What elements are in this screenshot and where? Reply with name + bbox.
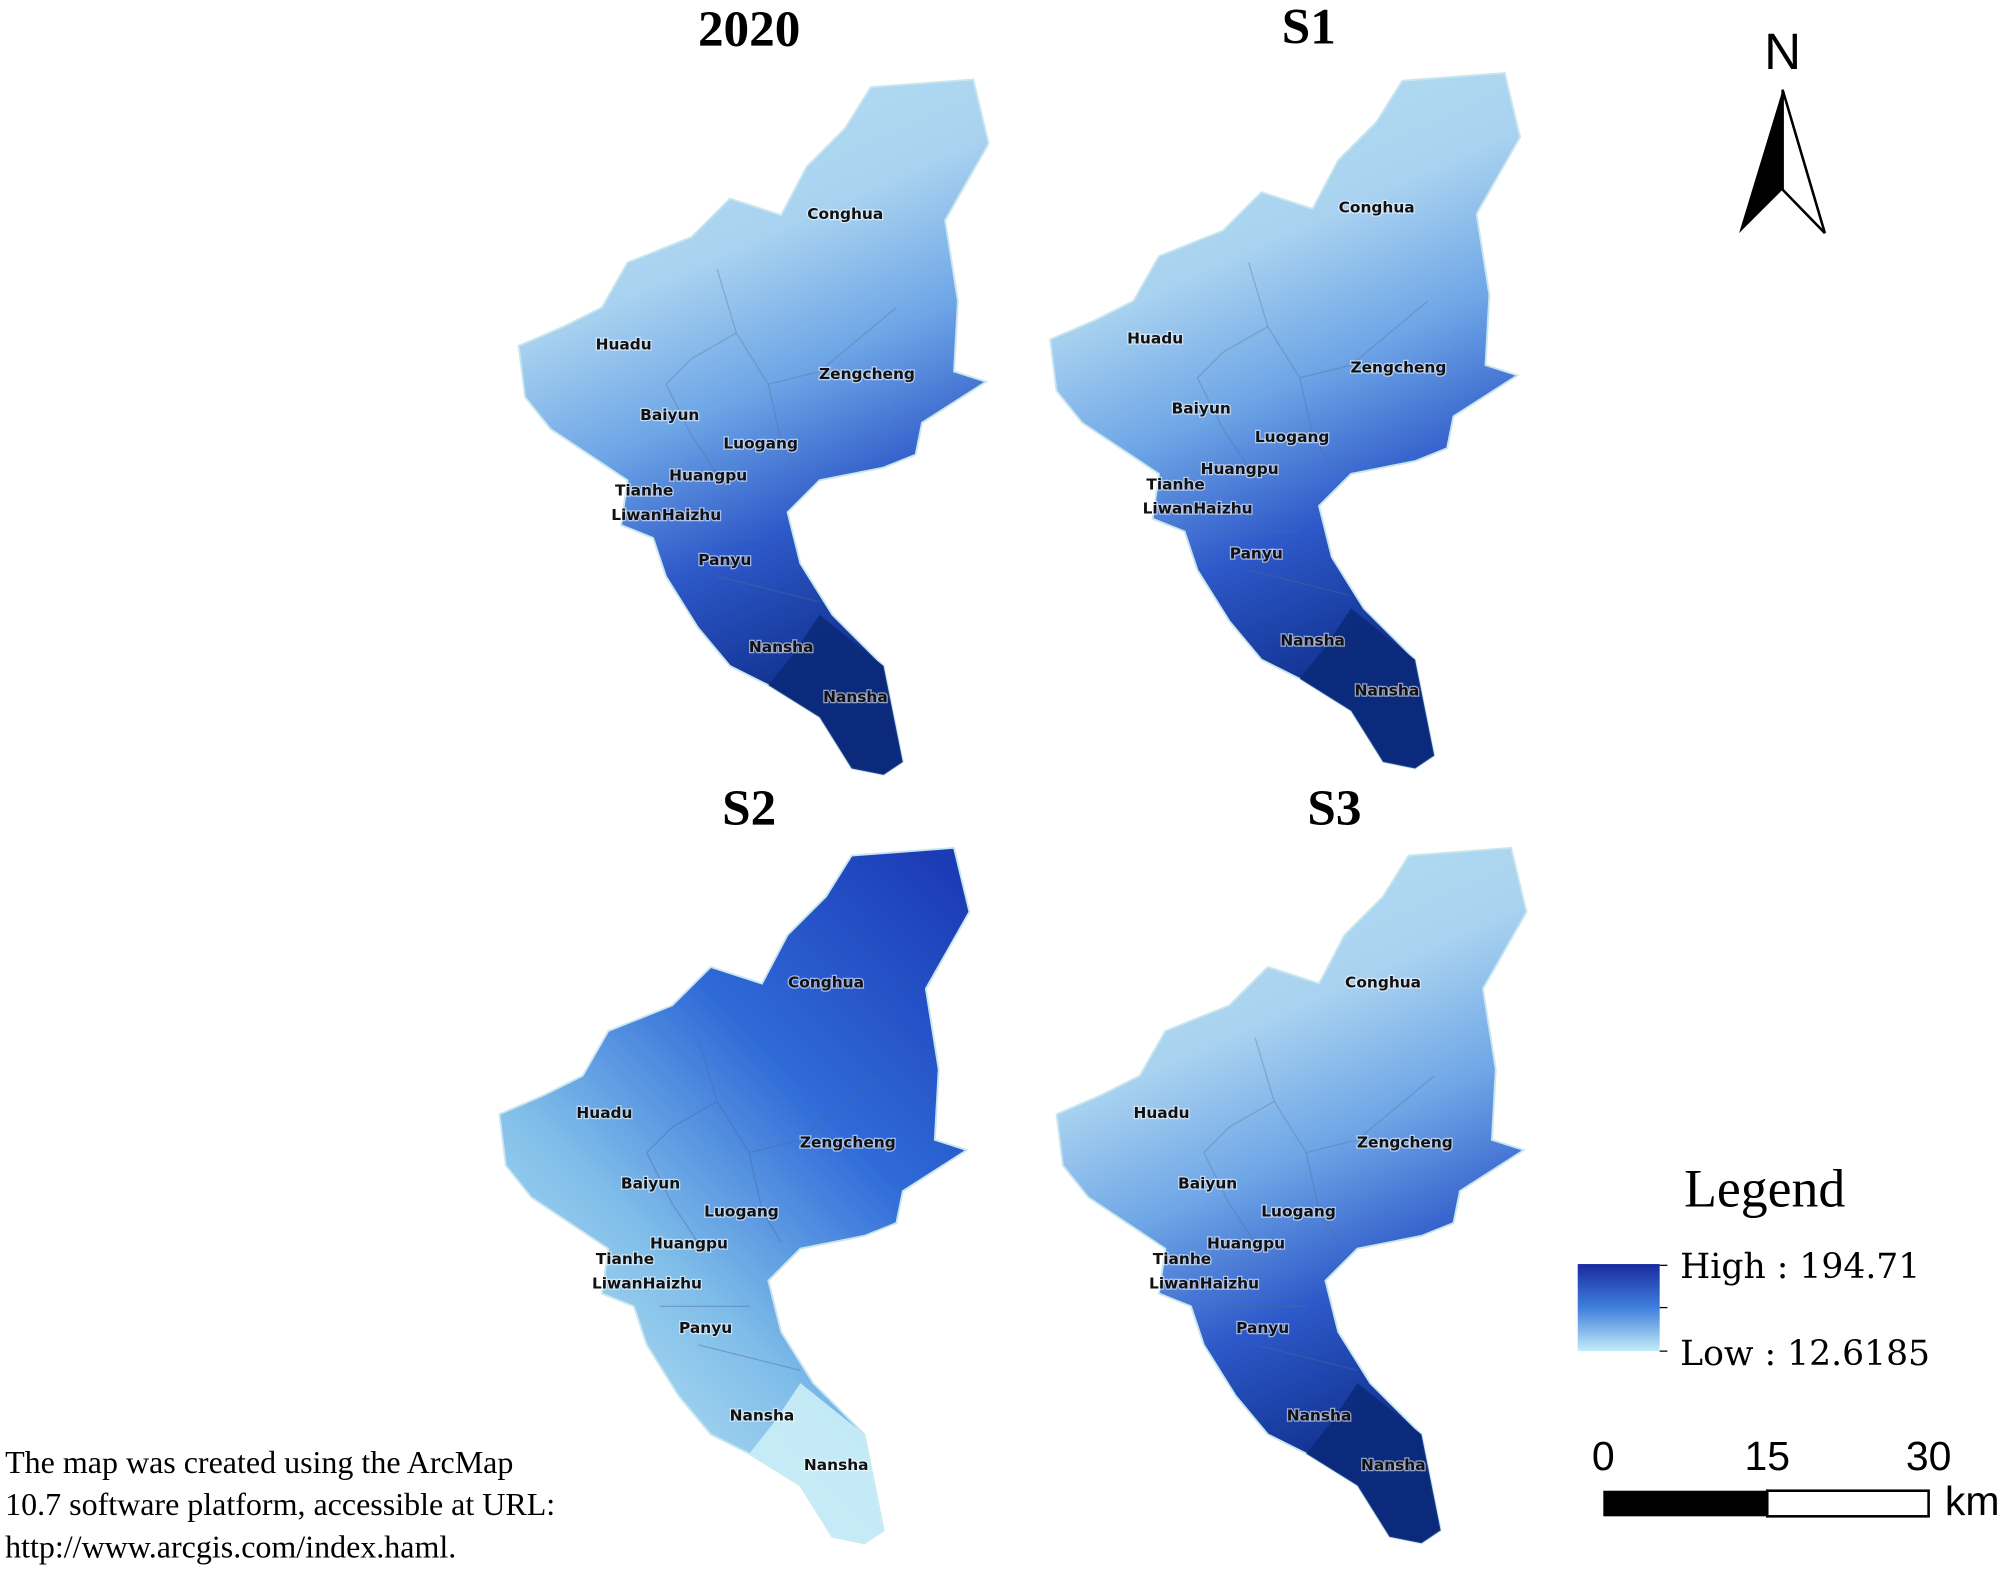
district-label: Nansha <box>730 1406 795 1424</box>
map-panel: Conghua Huadu Zengcheng Baiyun Luogang Huangp… <box>517 78 990 776</box>
district-label: Nansha <box>749 638 814 656</box>
district-label: Baiyun <box>1172 400 1231 418</box>
scale-tick-label: 15 <box>1744 1433 1790 1479</box>
district-label: Panyu <box>1236 1319 1289 1337</box>
district-label: Tianhe <box>1146 475 1204 493</box>
district-label: Tianhe <box>1153 1250 1211 1268</box>
district-label: Nansha <box>1287 1406 1352 1424</box>
map-panel: Conghua Huadu Zengcheng Baiyun Luogang Huangp… <box>1055 846 1528 1545</box>
district-label: Nansha <box>1355 681 1420 699</box>
district-label: Haizhu <box>643 1274 702 1292</box>
district-label: Huangpu <box>1201 460 1279 478</box>
scale-segment <box>1603 1490 1768 1517</box>
district-label: Panyu <box>1230 544 1283 562</box>
scale-tick-label: 0 <box>1592 1433 1615 1479</box>
scale-bar: km 0 15 30 <box>1592 1433 2000 1524</box>
map-panel: Conghua Huadu Zengcheng Baiyun Luogang Huangp… <box>1049 72 1522 770</box>
scale-tick-label: 30 <box>1906 1433 1952 1479</box>
legend-low: Low : 12.6185 <box>1680 1334 1930 1374</box>
district-label: Huangpu <box>669 466 747 484</box>
arrow-right <box>1781 89 1827 235</box>
district-label: Zengcheng <box>1350 359 1446 377</box>
district-label: Haizhu <box>1200 1274 1259 1292</box>
district-label: Huadu <box>576 1104 632 1122</box>
district-label: Zengcheng <box>819 365 915 383</box>
district-label: Tianhe <box>615 482 673 500</box>
district-area <box>1049 72 1522 770</box>
scale-unit: km <box>1945 1478 2000 1524</box>
district-label: Panyu <box>698 551 751 569</box>
legend-ramp <box>1577 1264 1660 1352</box>
district-label: Baiyun <box>1178 1174 1237 1192</box>
nansha-tip <box>768 614 903 775</box>
district-label: Luogang <box>704 1203 779 1221</box>
note-line: The map was created using the ArcMap <box>5 1444 513 1480</box>
district-label: Nansha <box>1361 1456 1426 1474</box>
nansha-tip <box>1299 608 1435 769</box>
panel-title: S3 <box>1307 780 1361 837</box>
nansha-tip <box>1306 1383 1441 1544</box>
map-panel: Conghua Huadu Zengcheng Baiyun Luogang Huangp… <box>498 846 971 1545</box>
district-label: Liwan <box>611 506 662 524</box>
panel-title: S1 <box>1282 0 1336 56</box>
district-label: Nansha <box>823 688 888 706</box>
district-label: Baiyun <box>621 1174 680 1192</box>
district-label: Baiyun <box>640 406 699 424</box>
district-area <box>498 846 971 1545</box>
district-border <box>646 1037 878 1371</box>
district-label: Conghua <box>807 205 883 223</box>
north-arrow: N <box>1739 23 1827 235</box>
district-label: Huangpu <box>650 1235 728 1253</box>
district-label: Conghua <box>1345 973 1421 991</box>
district-label: Liwan <box>1143 500 1194 518</box>
district-label: Luogang <box>723 434 798 452</box>
district-label: Zengcheng <box>1357 1134 1453 1152</box>
note-line: 10.7 software platform, accessible at UR… <box>5 1486 555 1522</box>
note-line: http://www.arcgis.com/index.haml. <box>5 1528 456 1564</box>
district-label: Liwan <box>1149 1274 1200 1292</box>
district-label: Zengcheng <box>800 1134 896 1152</box>
district-label: Huangpu <box>1207 1235 1285 1253</box>
district-area <box>517 78 990 776</box>
nansha-tip <box>749 1383 884 1544</box>
legend-high: High : 194.71 <box>1680 1247 1920 1287</box>
district-label: Liwan <box>592 1274 643 1292</box>
district-label: Luogang <box>1261 1203 1336 1221</box>
district-label: Conghua <box>788 973 864 991</box>
district-label: Huadu <box>1133 1104 1189 1122</box>
district-label: Haizhu <box>662 506 721 524</box>
scale-segment <box>1765 1489 1930 1518</box>
district-area <box>1055 846 1528 1545</box>
district-border <box>1196 262 1429 597</box>
district-border <box>665 268 897 603</box>
district-label: Tianhe <box>596 1250 654 1268</box>
panel-title: 2020 <box>698 1 800 58</box>
district-label: Panyu <box>679 1319 732 1337</box>
legend-title: Legend <box>1684 1158 1845 1218</box>
district-label: Luogang <box>1255 428 1330 446</box>
note: The map was created using the ArcMap 10.7… <box>5 1444 555 1565</box>
arrow-left <box>1739 89 1783 234</box>
north-label: N <box>1764 23 1801 80</box>
district-label: Huadu <box>1127 329 1183 347</box>
district-label: Conghua <box>1339 199 1415 217</box>
panels: Conghua Huadu Zengcheng Baiyun Luogang Huangp… <box>498 72 1528 1545</box>
district-label: Nansha <box>1280 632 1345 650</box>
district-label: Nansha <box>804 1456 869 1474</box>
district-label: Haizhu <box>1193 500 1252 518</box>
legend: Legend High : 194.71 Low : 12.6185 <box>1577 1158 1930 1374</box>
district-border <box>1203 1037 1435 1371</box>
panel-title: S2 <box>722 780 776 837</box>
district-label: Huadu <box>596 336 652 354</box>
